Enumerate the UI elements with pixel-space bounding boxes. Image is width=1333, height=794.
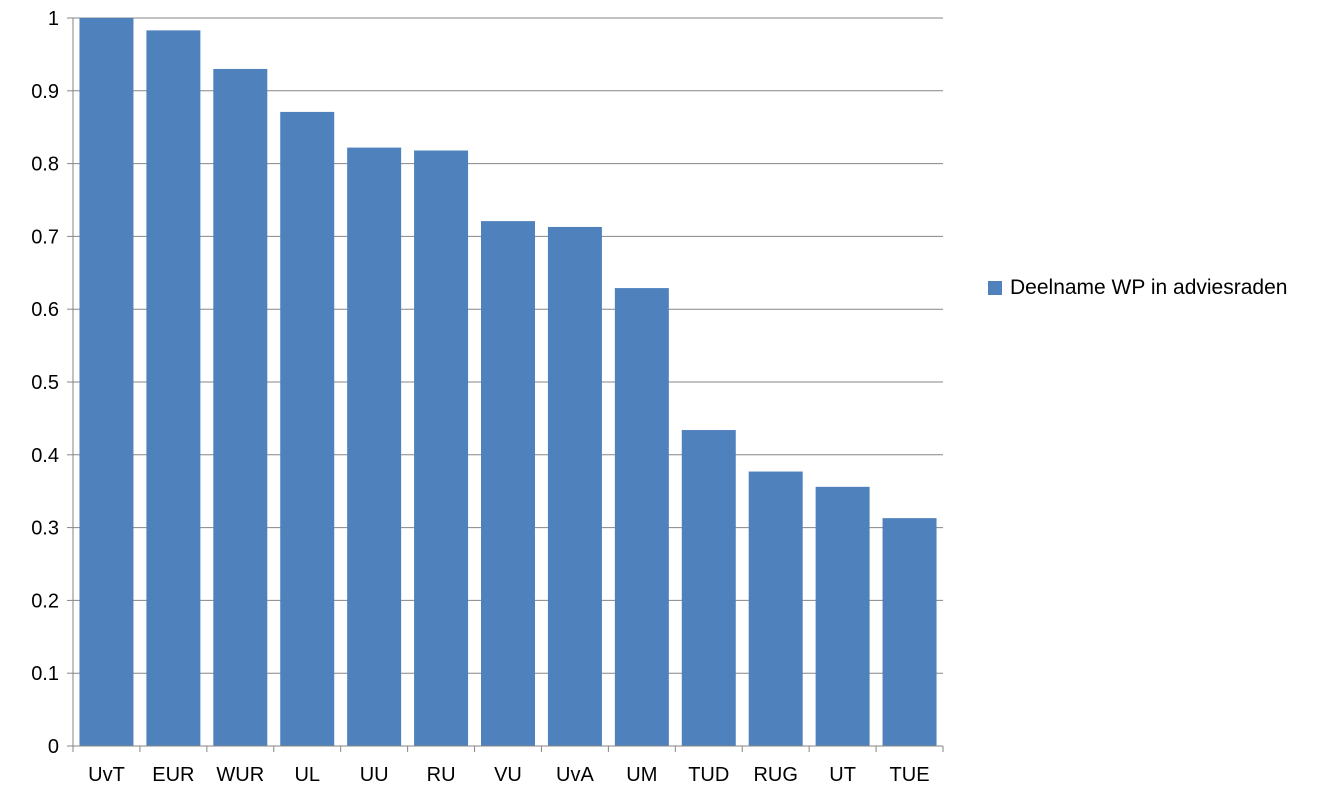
bar-ut — [815, 486, 870, 746]
x-tick-label: RUG — [753, 764, 797, 786]
y-tick-label: 0.1 — [31, 663, 59, 685]
bar-um — [614, 288, 669, 746]
y-tick-label: 0.6 — [31, 299, 59, 321]
bars — [79, 18, 937, 747]
x-tick-label: TUE — [890, 764, 930, 786]
bar-wur — [213, 68, 268, 746]
x-tick-label: RU — [427, 764, 456, 786]
x-tick-label: UT — [829, 764, 856, 786]
y-tick-label: 0.8 — [31, 154, 59, 176]
y-tick-label: 0.2 — [31, 590, 59, 612]
x-tick-label: WUR — [216, 764, 264, 786]
bar-tud — [681, 430, 736, 746]
bar-ru — [414, 150, 469, 747]
y-tick-label: 0.5 — [31, 372, 59, 394]
y-axis-tick-labels: 0 0.1 0.2 0.3 0.4 0.5 0.6 0.7 0.8 0.9 1 — [31, 8, 59, 758]
y-tick-label: 0 — [48, 736, 59, 758]
bar-vu — [481, 221, 535, 746]
legend-swatch — [988, 281, 1002, 295]
x-tick-label: UL — [294, 764, 320, 786]
legend: Deelname WP in adviesraden — [988, 276, 1287, 300]
bar-ul — [280, 111, 335, 747]
y-tick-label: 1 — [48, 8, 59, 30]
y-tick-label: 0.9 — [31, 81, 59, 103]
x-tick-label: UvA — [556, 764, 594, 786]
bar-eur — [146, 30, 201, 747]
y-tick-label: 0.3 — [31, 518, 59, 540]
x-tick-label: UvT — [88, 764, 125, 786]
y-tick-label: 0.7 — [31, 226, 59, 248]
x-tick-label: UU — [360, 764, 389, 786]
y-tick-label: 0.4 — [31, 445, 59, 467]
x-tick-label: TUD — [688, 764, 729, 786]
bar-uu — [347, 147, 402, 747]
x-axis-tick-labels: UvT EUR WUR UL UU RU VU UvA UM TUD RUG UT TUE — [88, 764, 929, 786]
x-tick-label: UM — [626, 764, 657, 786]
bar-uva — [547, 226, 602, 746]
axes — [67, 17, 944, 752]
legend-label: Deelname WP in adviesraden — [1010, 276, 1288, 299]
x-tick-label: VU — [494, 764, 522, 786]
bar-rug — [748, 471, 803, 746]
x-tick-label: EUR — [152, 764, 194, 786]
bar-uvt — [79, 18, 134, 746]
bar-tue — [882, 518, 937, 746]
